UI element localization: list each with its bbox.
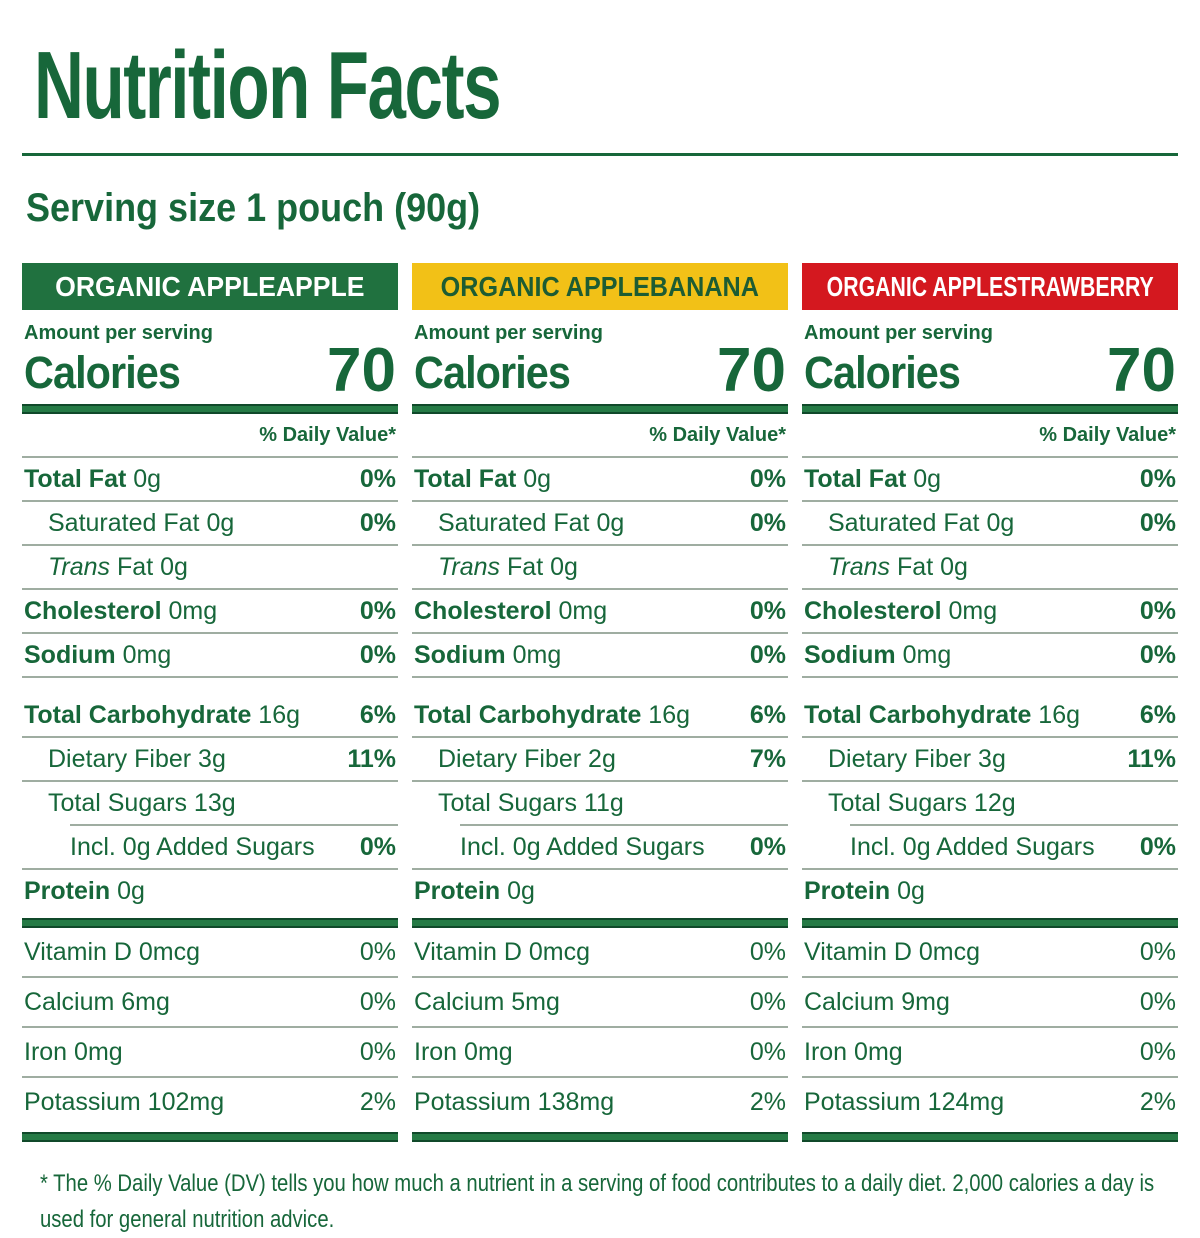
row-total-fat: Total Fat 0g 0% <box>22 458 398 502</box>
divider-bar <box>22 917 398 928</box>
calories-value: 70 <box>717 336 786 406</box>
serving-size: Serving size 1 pouch (90g) <box>26 186 481 231</box>
product-header-label: ORGANIC APPLEAPPLE <box>55 270 365 302</box>
row-added-sugars: Incl. 0g Added Sugars 0% <box>412 826 788 870</box>
row-saturated-fat: Saturated Fat 0g 0% <box>412 502 788 546</box>
divider-bar <box>802 1131 1178 1142</box>
row-total-fat: Total Fat 0g 0% <box>802 458 1178 502</box>
row-trans-fat: Trans Fat 0g <box>412 546 788 590</box>
calories-label: Calories <box>24 347 181 399</box>
row-dietary-fiber: Dietary Fiber 3g 11% <box>22 738 398 782</box>
calories-value: 70 <box>327 336 396 406</box>
daily-value-header: % Daily Value* <box>22 414 398 458</box>
row-cholesterol: Cholesterol 0mg 0% <box>22 590 398 634</box>
calories-label: Calories <box>414 347 571 399</box>
indented-divider <box>850 823 1178 826</box>
row-total-carbohydrate: Total Carbohydrate 16g 6% <box>802 694 1178 738</box>
product-header-applebanana: ORGANIC APPLEBANANA <box>412 263 788 311</box>
row-total-fat: Total Fat 0g 0% <box>412 458 788 502</box>
calories-value: 70 <box>1107 336 1176 406</box>
row-iron: Iron 0mg 0% <box>22 1028 398 1078</box>
row-dietary-fiber: Dietary Fiber 3g 11% <box>802 738 1178 782</box>
calories-label: Calories <box>804 347 961 399</box>
divider-bar <box>412 403 788 414</box>
row-saturated-fat: Saturated Fat 0g 0% <box>802 502 1178 546</box>
calories-row: Calories 70 <box>802 336 1178 406</box>
row-calcium: Calcium 5mg 0% <box>412 978 788 1028</box>
column-applebanana: ORGANIC APPLEBANANA Amount per serving C… <box>412 263 788 1142</box>
amount-per-serving-label: Amount per serving <box>24 322 213 345</box>
indented-divider <box>70 823 398 826</box>
row-vitamin-d: Vitamin D 0mcg 0% <box>22 928 398 978</box>
row-trans-fat: Trans Fat 0g <box>22 546 398 590</box>
divider-bar <box>22 1131 398 1142</box>
title-divider <box>22 153 1178 157</box>
page-title: Nutrition Facts <box>34 32 502 139</box>
row-trans-fat: Trans Fat 0g <box>802 546 1178 590</box>
row-calcium: Calcium 6mg 0% <box>22 978 398 1028</box>
calories-row: Calories 70 <box>412 336 788 406</box>
product-header-label: ORGANIC APPLESTRAWBERRY <box>826 270 1154 302</box>
divider-bar <box>802 403 1178 414</box>
row-added-sugars: Incl. 0g Added Sugars 0% <box>802 826 1178 870</box>
calories-row: Calories 70 <box>22 336 398 406</box>
row-cholesterol: Cholesterol 0mg 0% <box>802 590 1178 634</box>
product-header-label: ORGANIC APPLEBANANA <box>440 270 760 302</box>
row-sodium: Sodium 0mg 0% <box>412 634 788 678</box>
row-total-carbohydrate: Total Carbohydrate 16g 6% <box>22 694 398 738</box>
row-vitamin-d: Vitamin D 0mcg 0% <box>802 928 1178 978</box>
row-calcium: Calcium 9mg 0% <box>802 978 1178 1028</box>
divider-bar <box>412 1131 788 1142</box>
row-iron: Iron 0mg 0% <box>802 1028 1178 1078</box>
row-vitamin-d: Vitamin D 0mcg 0% <box>412 928 788 978</box>
product-columns: ORGANIC APPLEAPPLE Amount per serving Ca… <box>22 263 1178 1142</box>
row-total-sugars: Total Sugars 13g <box>48 788 236 817</box>
daily-value-footnote: * The % Daily Value (DV) tells you how m… <box>40 1169 1155 1233</box>
row-potassium: Potassium 138mg 2% <box>414 1087 786 1116</box>
row-total-sugars: Total Sugars 11g <box>438 788 624 817</box>
indented-divider <box>460 823 788 826</box>
row-potassium: Potassium 124mg 2% <box>804 1087 1176 1116</box>
amount-per-serving-label: Amount per serving <box>804 322 993 345</box>
row-protein: Protein 0g <box>804 876 925 905</box>
row-potassium: Potassium 102mg 2% <box>24 1087 396 1116</box>
product-header-applestrawberry: ORGANIC APPLESTRAWBERRY <box>802 263 1178 311</box>
row-sodium: Sodium 0mg 0% <box>802 634 1178 678</box>
daily-value-header: % Daily Value* <box>412 414 788 458</box>
row-iron: Iron 0mg 0% <box>412 1028 788 1078</box>
divider-bar <box>22 403 398 414</box>
divider-bar <box>802 917 1178 928</box>
row-total-carbohydrate: Total Carbohydrate 16g 6% <box>412 694 788 738</box>
product-header-appleapple: ORGANIC APPLEAPPLE <box>22 263 398 311</box>
daily-value-header: % Daily Value* <box>802 414 1178 458</box>
divider-bar <box>412 917 788 928</box>
row-saturated-fat: Saturated Fat 0g 0% <box>22 502 398 546</box>
row-sodium: Sodium 0mg 0% <box>22 634 398 678</box>
row-dietary-fiber: Dietary Fiber 2g 7% <box>412 738 788 782</box>
amount-per-serving-label: Amount per serving <box>414 322 603 345</box>
row-cholesterol: Cholesterol 0mg 0% <box>412 590 788 634</box>
column-applestrawberry: ORGANIC APPLESTRAWBERRY Amount per servi… <box>802 263 1178 1142</box>
row-added-sugars: Incl. 0g Added Sugars 0% <box>22 826 398 870</box>
column-appleapple: ORGANIC APPLEAPPLE Amount per serving Ca… <box>22 263 398 1142</box>
row-protein: Protein 0g <box>24 876 145 905</box>
row-protein: Protein 0g <box>414 876 535 905</box>
row-total-sugars: Total Sugars 12g <box>828 788 1016 817</box>
